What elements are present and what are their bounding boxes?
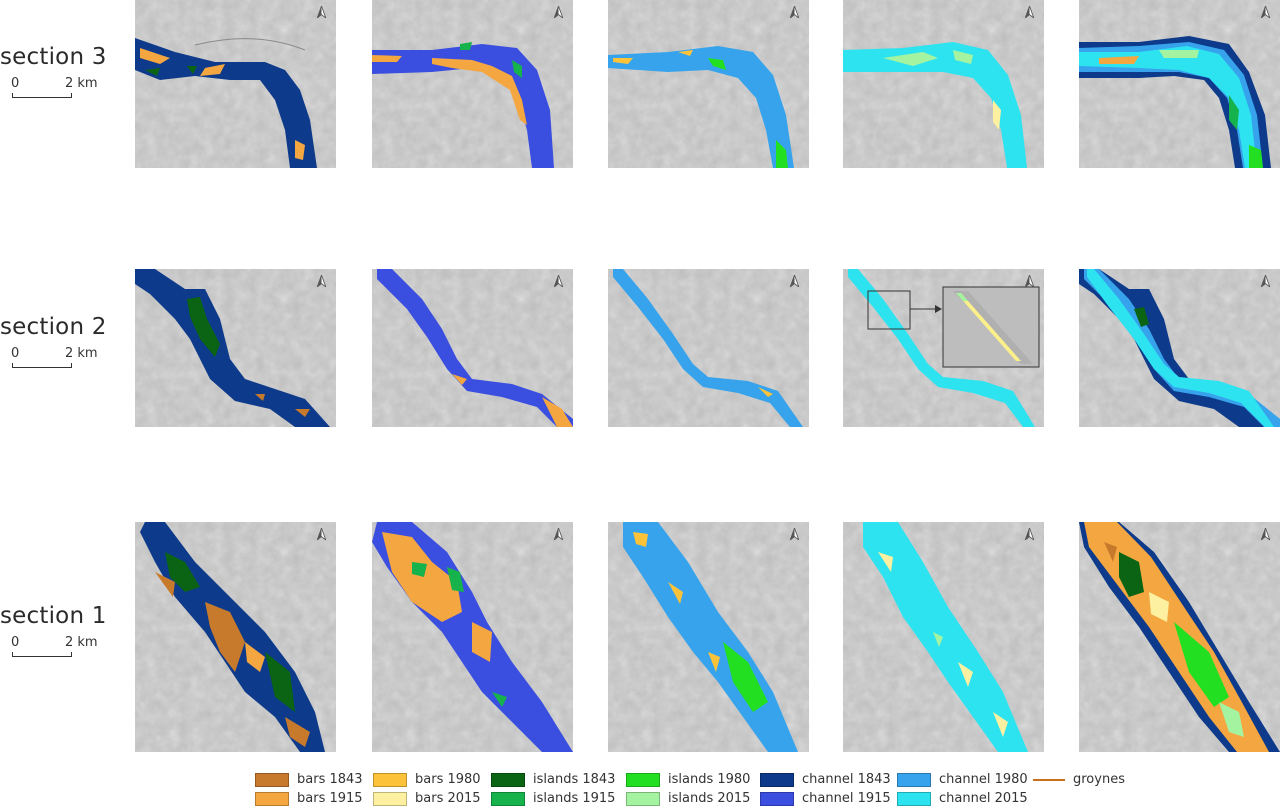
legend-label: bars 1843: [297, 772, 363, 787]
legend-label: groynes: [1073, 772, 1125, 787]
map-section-3-2015: [843, 0, 1044, 168]
scale-zero: 0: [11, 635, 20, 650]
legend-item-channel-1915: channel 1915: [760, 791, 891, 806]
legend-label: channel 1915: [802, 791, 891, 806]
legend-swatch: [626, 791, 660, 806]
map-section-2-2015: [843, 269, 1044, 427]
map-section-1-1915: [372, 522, 573, 752]
map-section-2-1980: [608, 269, 809, 427]
legend-item-islands-1980: islands 1980: [626, 772, 750, 787]
scale-bar: 0 2 km: [0, 346, 120, 372]
scale-end: 2 km: [65, 76, 98, 91]
legend-item-channel-1843: channel 1843: [760, 772, 891, 787]
legend-swatch: [897, 772, 931, 787]
scale-bar: 0 2 km: [0, 635, 120, 661]
map-section-1-1980: [608, 522, 809, 752]
legend-label: islands 1843: [533, 772, 616, 787]
legend-item-channel-2015: channel 2015: [897, 791, 1028, 806]
legend-item-islands-1843: islands 1843: [491, 772, 615, 787]
row-label-section-1: section 1 0 2 km: [0, 603, 132, 661]
legend-swatch: [491, 772, 525, 787]
row-label-section-3: section 3 0 2 km: [0, 44, 132, 102]
arrow-icon: [935, 305, 942, 313]
scale-end: 2 km: [65, 635, 98, 650]
map-section-3-1980: [608, 0, 809, 168]
legend-label: channel 2015: [939, 791, 1028, 806]
legend-label: islands 1915: [533, 791, 616, 806]
legend-item-bars-2015: bars 2015: [373, 791, 481, 806]
section-title: section 1: [0, 603, 107, 629]
scale-bar: 0 2 km: [0, 76, 120, 102]
legend-swatch: [897, 791, 931, 806]
legend-swatch: [626, 772, 660, 787]
legend-label: channel 1843: [802, 772, 891, 787]
scale-zero: 0: [11, 76, 20, 91]
legend-line-swatch: [1033, 778, 1065, 781]
legend-item-islands-1915: islands 1915: [491, 791, 615, 806]
scale-zero: 0: [11, 346, 20, 361]
legend-swatch: [255, 791, 289, 806]
legend-label: channel 1980: [939, 772, 1028, 787]
legend-label: bars 1980: [415, 772, 481, 787]
legend-item-bars-1980: bars 1980: [373, 772, 481, 787]
legend-item-bars-1843: bars 1843: [255, 772, 363, 787]
legend: bars 1843 bars 1915 bars 1980 bars 2015 …: [255, 772, 1155, 808]
map-section-3-1915: [372, 0, 573, 168]
legend-label: islands 1980: [668, 772, 751, 787]
legend-item-bars-1915: bars 1915: [255, 791, 363, 806]
legend-item-islands-2015: islands 2015: [626, 791, 750, 806]
map-section-2-overlay: [1079, 269, 1280, 427]
legend-item-groynes: groynes: [1033, 772, 1125, 787]
zoom-inset: [942, 286, 1040, 368]
legend-swatch: [760, 791, 794, 806]
legend-label: bars 2015: [415, 791, 481, 806]
legend-swatch: [373, 791, 407, 806]
map-section-1-1843: [135, 522, 336, 752]
legend-label: islands 2015: [668, 791, 751, 806]
map-section-2-1915: [372, 269, 573, 427]
map-section-1-2015: [843, 522, 1044, 752]
legend-label: bars 1915: [297, 791, 363, 806]
map-section-3-overlay: [1079, 0, 1280, 168]
section-title: section 2: [0, 314, 107, 340]
legend-swatch: [255, 772, 289, 787]
legend-swatch: [373, 772, 407, 787]
scale-line: [12, 93, 72, 98]
legend-item-channel-1980: channel 1980: [897, 772, 1028, 787]
scale-line: [12, 652, 72, 657]
scale-end: 2 km: [65, 346, 98, 361]
legend-swatch: [491, 791, 525, 806]
row-label-section-2: section 2 0 2 km: [0, 314, 132, 372]
map-section-3-1843: [135, 0, 336, 168]
map-section-2-1843: [135, 269, 336, 427]
map-section-1-overlay: [1079, 522, 1280, 752]
scale-line: [12, 363, 72, 368]
section-title: section 3: [0, 44, 107, 70]
inset-marker: [867, 290, 911, 330]
legend-swatch: [760, 772, 794, 787]
